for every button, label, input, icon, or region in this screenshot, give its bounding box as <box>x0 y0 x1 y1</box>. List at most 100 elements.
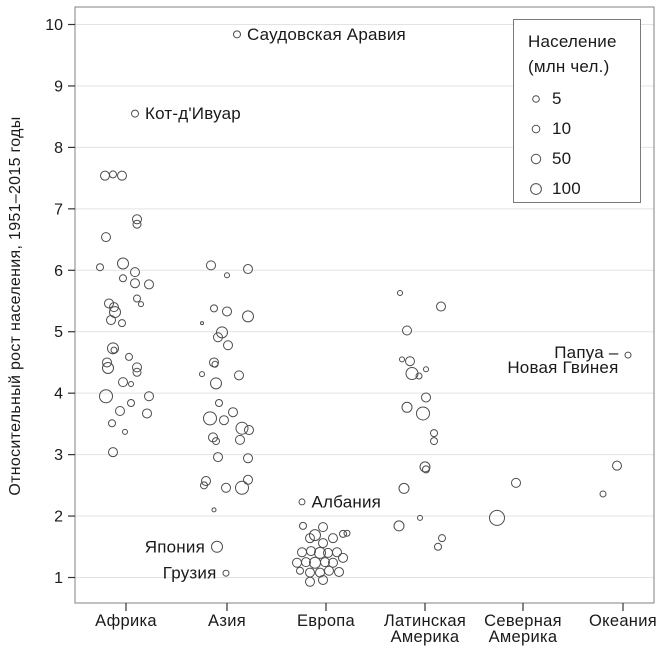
data-point <box>203 411 217 426</box>
legend-item: 100 <box>528 174 640 204</box>
data-point <box>328 533 338 544</box>
y-tick-label: 4 <box>54 386 63 403</box>
data-point <box>213 452 223 463</box>
data-point <box>438 534 446 543</box>
data-point <box>434 542 442 551</box>
data-point <box>436 301 446 312</box>
data-point <box>138 301 144 308</box>
y-tick-label: 9 <box>54 78 63 95</box>
data-point <box>234 370 244 381</box>
legend-size-circle-icon <box>530 183 542 195</box>
data-point <box>309 529 321 542</box>
x-tick-label: Африка <box>95 612 157 630</box>
data-point <box>102 361 114 374</box>
y-tick-label: 6 <box>54 263 63 280</box>
data-point <box>108 447 118 458</box>
point-annotation: Папуа – Новая Гвинея <box>507 343 619 377</box>
y-tick-label: 1 <box>54 570 63 587</box>
data-point <box>328 557 338 568</box>
data-point <box>243 264 253 275</box>
data-point <box>243 474 253 485</box>
data-point <box>101 232 111 243</box>
data-point <box>117 170 127 181</box>
legend-size-circle-icon <box>530 153 542 165</box>
data-point <box>206 260 216 271</box>
data-point <box>244 425 254 436</box>
data-point <box>235 480 249 495</box>
data-point <box>233 30 241 39</box>
data-point <box>402 325 412 336</box>
data-point <box>415 372 423 380</box>
data-point <box>104 298 114 309</box>
data-point <box>128 380 134 387</box>
data-point <box>309 556 321 569</box>
data-point <box>599 490 607 498</box>
data-point <box>119 274 127 283</box>
data-point <box>200 481 208 490</box>
data-point <box>125 352 133 361</box>
data-point <box>430 437 438 446</box>
data-point <box>306 546 316 557</box>
data-point <box>108 419 116 428</box>
data-point <box>223 340 233 351</box>
data-point <box>242 310 254 323</box>
data-point <box>296 566 304 575</box>
y-tick-label: 5 <box>54 324 63 341</box>
y-tick-label: 7 <box>54 201 63 218</box>
legend-item-label: 100 <box>552 179 581 198</box>
data-point <box>132 219 142 229</box>
data-point <box>130 278 140 289</box>
data-point <box>224 272 230 279</box>
data-point <box>511 477 521 488</box>
y-tick-label: 8 <box>54 140 63 157</box>
data-point <box>292 557 302 568</box>
data-point <box>222 306 232 317</box>
data-point <box>228 407 238 418</box>
data-point <box>305 567 315 578</box>
data-point <box>127 399 135 408</box>
data-point <box>118 377 128 388</box>
data-point <box>133 294 141 303</box>
data-point <box>99 389 113 404</box>
data-point <box>211 540 223 553</box>
data-point <box>334 566 344 577</box>
data-point <box>430 429 438 438</box>
data-point <box>117 257 129 270</box>
legend-item: 50 <box>528 144 640 174</box>
data-point <box>118 319 126 328</box>
point-annotation: Кот-д'Ивуар <box>145 104 241 123</box>
legend-size-circle-icon <box>531 124 541 134</box>
data-point <box>212 437 220 446</box>
data-point <box>109 302 119 313</box>
data-point <box>213 332 223 343</box>
legend-size-circle-icon <box>532 95 540 103</box>
data-point <box>107 342 119 355</box>
data-point <box>122 428 128 435</box>
data-point <box>211 360 219 368</box>
legend-size-items: 5 10 50 100 <box>528 84 640 204</box>
data-point <box>318 538 328 549</box>
y-axis-title: Относительный рост населения, 1951–2015 … <box>7 116 24 496</box>
data-point <box>199 371 205 378</box>
data-point <box>489 509 505 526</box>
data-point <box>324 565 334 576</box>
data-point <box>219 415 229 426</box>
x-tick-label: Северная <box>484 612 562 630</box>
x-tick-label: Европа <box>297 612 356 630</box>
data-point <box>299 521 307 530</box>
data-point <box>235 421 249 435</box>
data-point <box>201 476 211 487</box>
data-point <box>405 356 415 367</box>
data-point <box>130 267 140 278</box>
data-point <box>393 520 405 532</box>
point-annotation: Япония <box>145 537 205 556</box>
data-point <box>624 351 632 359</box>
x-tick-label: Латинская <box>384 612 466 630</box>
x-tick-label: Америка <box>391 628 460 646</box>
x-tick-label: Азия <box>208 612 246 630</box>
data-point <box>416 406 430 421</box>
data-point <box>305 533 315 544</box>
data-point <box>323 547 333 558</box>
y-tick-label: 2 <box>54 509 63 526</box>
